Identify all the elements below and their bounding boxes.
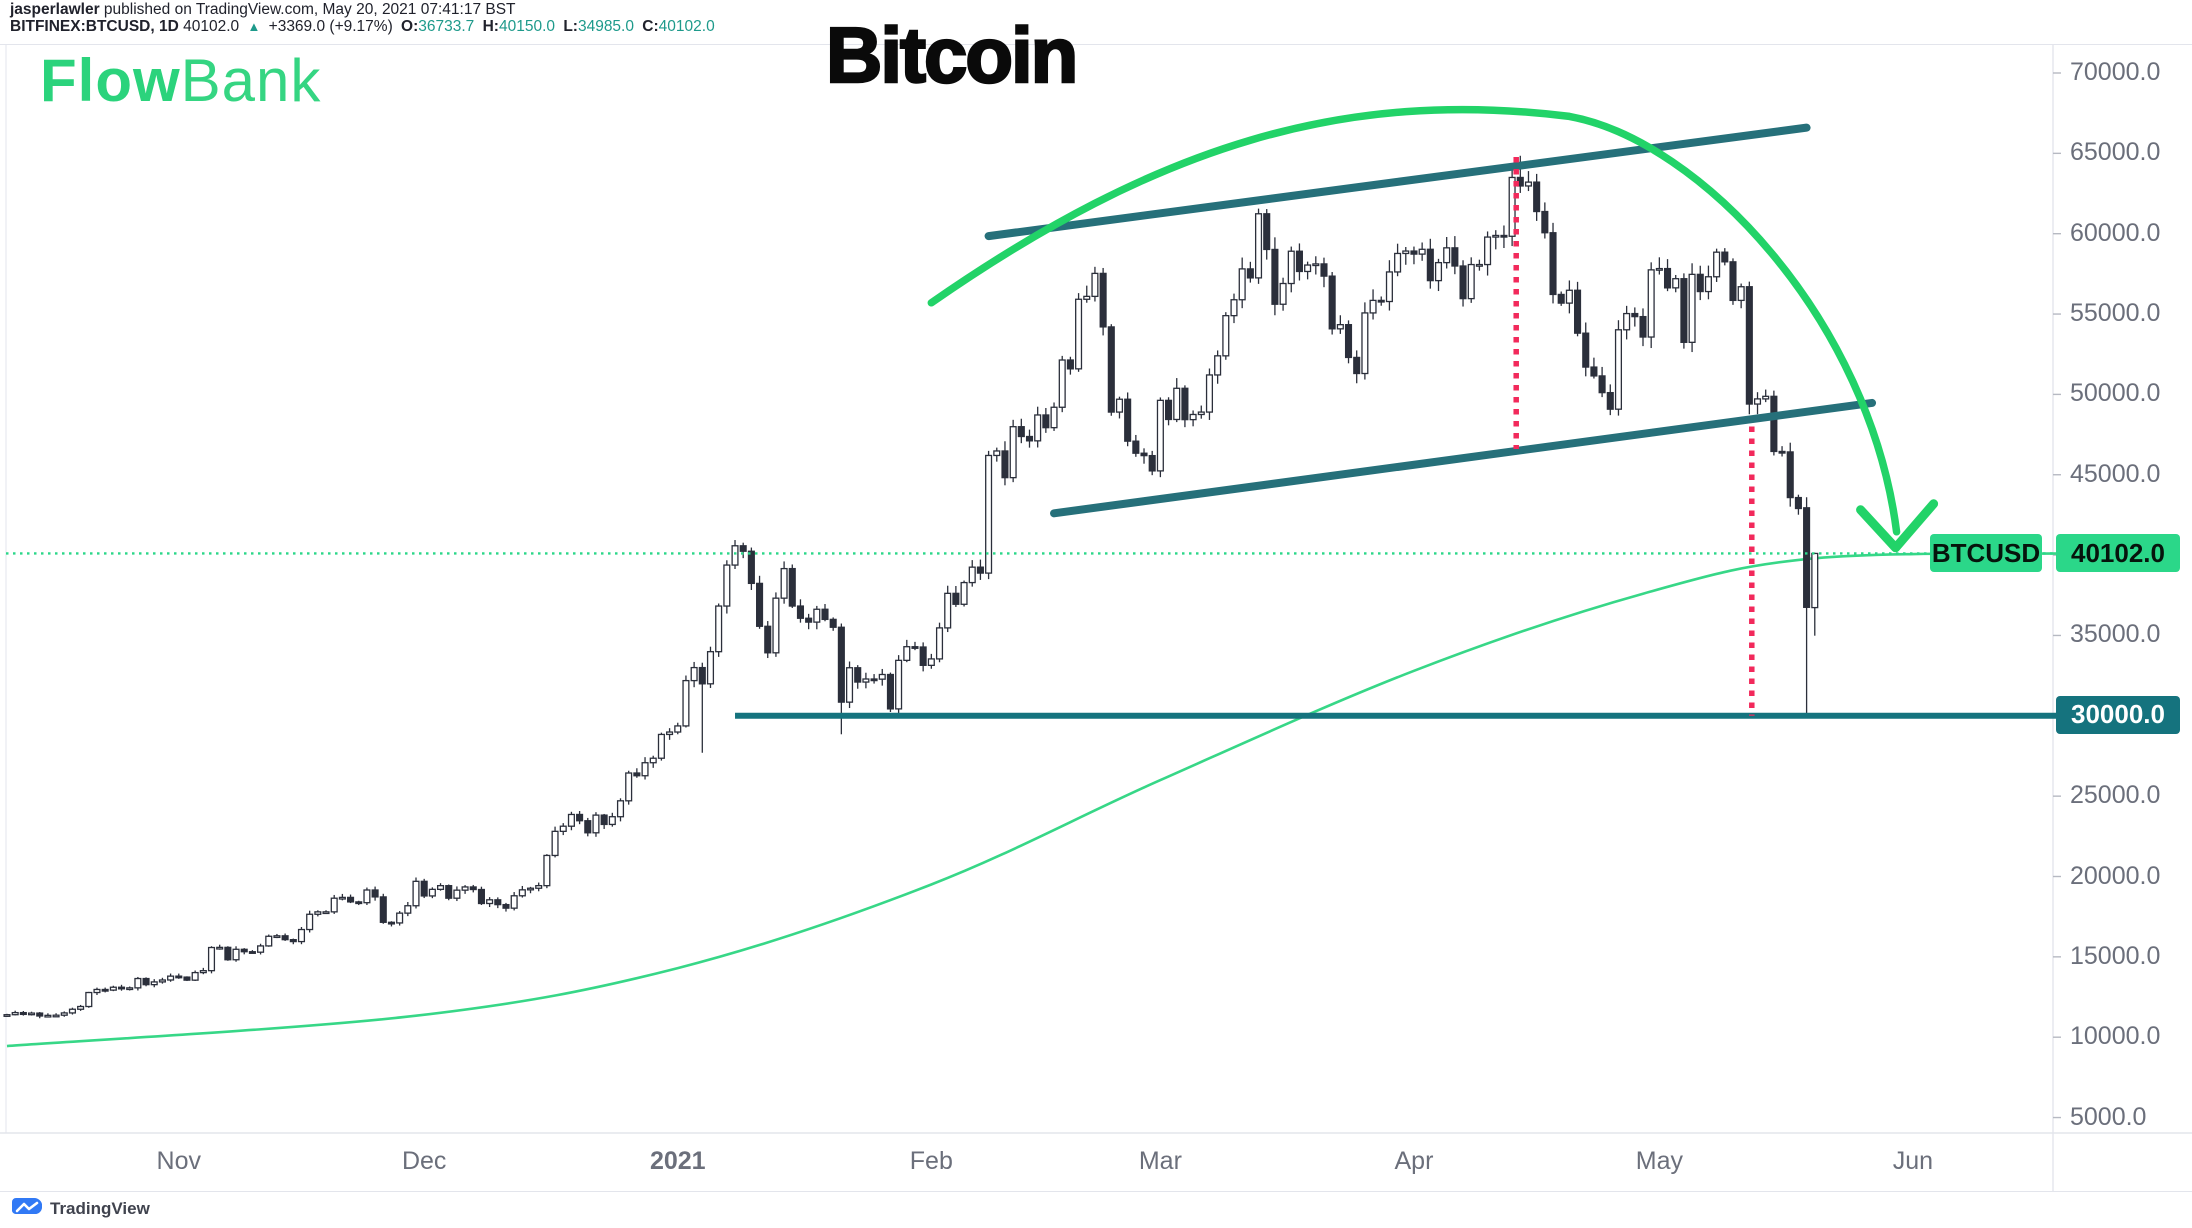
- trendline-channel-bottom[interactable]: [1050, 398, 1877, 518]
- price-tick-label: 35000.0: [2070, 620, 2161, 649]
- close-value: 40102.0: [658, 18, 715, 35]
- header-separator: [0, 44, 2192, 45]
- month-label-mar: Mar: [1138, 1147, 1182, 1175]
- low-label: L:: [563, 18, 578, 35]
- high-label: H:: [482, 18, 499, 35]
- price-tick-label: 10000.0: [2070, 1022, 2161, 1051]
- low-value: 34985.0: [577, 18, 634, 35]
- open-label: O:: [401, 18, 419, 35]
- month-label-feb: Feb: [909, 1147, 953, 1175]
- month-label-2021: 2021: [649, 1147, 706, 1175]
- author-name: jasperlawler: [10, 1, 100, 18]
- last-price: 40102.0: [183, 18, 240, 35]
- footer[interactable]: TradingView: [12, 1197, 150, 1221]
- open-value: 36733.7: [418, 18, 475, 35]
- tradingview-logo-icon: [12, 1197, 42, 1215]
- tradingview-brand[interactable]: TradingView: [50, 1199, 150, 1218]
- flowbank-logo: FlowBank: [40, 46, 321, 115]
- month-label-apr: Apr: [1394, 1147, 1434, 1175]
- price-tick-label: 65000.0: [2070, 138, 2161, 167]
- trendline-channel-top[interactable]: [984, 123, 1811, 241]
- byline: jasperlawler published on TradingView.co…: [10, 1, 520, 19]
- price-tick-label: 70000.0: [2070, 58, 2161, 86]
- up-arrow-icon: ▲: [247, 19, 261, 34]
- price-tick-label: 15000.0: [2070, 941, 2161, 970]
- price-tick-label: 50000.0: [2070, 379, 2161, 408]
- footer-separator: [0, 1191, 2192, 1192]
- price-tick-label: 55000.0: [2070, 299, 2161, 328]
- month-label-jun: Jun: [1892, 1147, 1934, 1175]
- month-label-may: May: [1635, 1147, 1683, 1175]
- candles-group: [3, 155, 1819, 1019]
- month-label-nov: Nov: [156, 1147, 201, 1175]
- price-tick-label: 5000.0: [2070, 1102, 2147, 1131]
- flowbank-logo-flow: Flow: [40, 47, 181, 114]
- price-tick-label: 45000.0: [2070, 459, 2161, 488]
- quote-legend: BITFINEX:BTCUSD, 1D 40102.0 ▲ +3369.0 (+…: [10, 18, 719, 36]
- price-tick-label: 60000.0: [2070, 218, 2161, 247]
- chart-frame: [0, 44, 2192, 1191]
- projection-arc-arrow[interactable]: [927, 105, 1901, 536]
- current-price-badge: 40102.0: [2056, 534, 2180, 573]
- moving-average-line: [6, 552, 2077, 1048]
- change-value: +3369.0 (+9.17%): [268, 18, 393, 35]
- symbol-title[interactable]: BITFINEX:BTCUSD, 1D: [10, 18, 179, 35]
- support-level-badge: 30000.0: [2056, 695, 2180, 734]
- arrowhead-icon: [1856, 499, 1939, 553]
- symbol-price-badge: BTCUSD: [1930, 534, 2042, 573]
- month-label-dec: Dec: [401, 1147, 447, 1175]
- flowbank-logo-bank: Bank: [180, 47, 322, 114]
- chart-title: Bitcoin: [825, 11, 1080, 99]
- high-value: 40150.0: [498, 18, 555, 35]
- byline-text: published on TradingView.com, May 20, 20…: [103, 1, 516, 18]
- close-label: C:: [642, 18, 659, 35]
- price-tick-label: 25000.0: [2070, 781, 2161, 810]
- price-tick-label: 20000.0: [2070, 861, 2161, 890]
